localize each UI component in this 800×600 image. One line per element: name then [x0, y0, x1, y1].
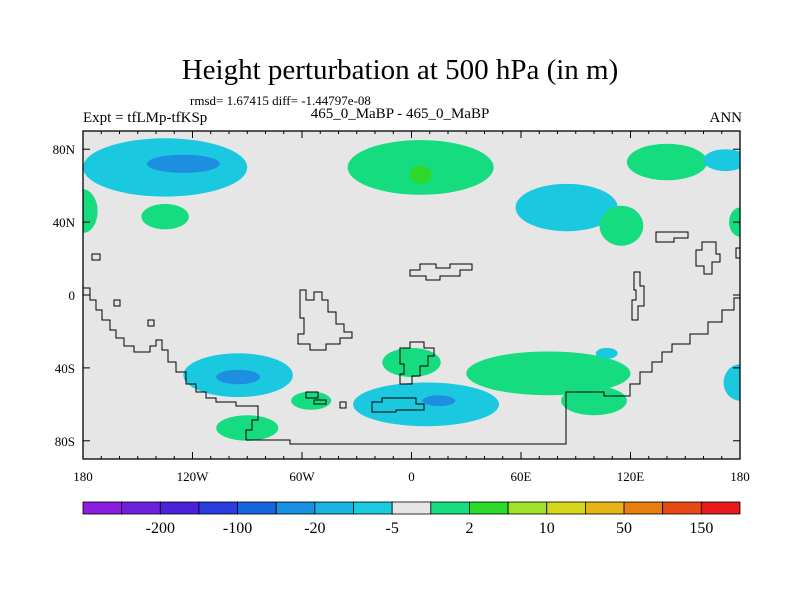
- coastline-south-america: [83, 287, 259, 440]
- y-tick-label-0: 80N: [53, 142, 76, 157]
- y-tick-label-4: 80S: [55, 434, 75, 449]
- coastline-north-island: [409, 263, 473, 281]
- colorbar-swatch-2: [159, 501, 200, 515]
- season-label: ANN: [709, 110, 743, 126]
- coastline-small-6: [147, 319, 155, 327]
- colorbar-swatch-0: [82, 501, 123, 515]
- region-neg-south-pacific-core: [216, 369, 261, 385]
- x-tick-label-2: 60W: [289, 469, 315, 484]
- coastlines: [83, 231, 740, 445]
- y-tick-label-3: 40S: [55, 361, 75, 376]
- coastline-small-1: [305, 391, 319, 399]
- region-pos-south-atlantic-west: [291, 391, 332, 410]
- region-neg-south-atlantic: [353, 382, 500, 427]
- contour-regions: [83, 138, 740, 441]
- colorbar-swatch-9: [430, 501, 470, 515]
- experiment-label: Expt = tfLMp-tfKSp: [83, 110, 208, 126]
- x-tick-label-0: 180: [73, 469, 93, 484]
- coastline-west-block: [297, 289, 353, 351]
- colorbar-swatch-3: [198, 501, 238, 515]
- region-neg-eurasia: [515, 183, 618, 232]
- colorbar-label-0: -200: [146, 520, 175, 537]
- x-tick-label-6: 180: [730, 469, 750, 484]
- colorbar-label-6: 50: [616, 520, 632, 537]
- region-pos-eurasia-east: [599, 205, 644, 246]
- region-neg-east-arctic: [703, 149, 740, 172]
- colorbar-swatch-12: [546, 501, 586, 515]
- colorbar-swatch-13: [585, 501, 625, 515]
- colorbar-swatch-8: [391, 501, 432, 515]
- coastline-small-2: [313, 399, 327, 405]
- coastline-east-box: [655, 231, 689, 243]
- colorbar-swatch-5: [275, 501, 316, 515]
- colorbar-swatch-16: [700, 501, 741, 515]
- colorbar-label-2: -20: [304, 520, 325, 537]
- region-neg-south-indian-small: [595, 347, 618, 359]
- coastline-antarctica: [246, 297, 740, 445]
- coastline-small-3: [339, 401, 347, 409]
- colorbar-label-5: 10: [539, 520, 555, 537]
- colorbar-swatch-15: [662, 501, 702, 515]
- colorbar-label-7: 150: [689, 520, 713, 537]
- y-tick-label-1: 40N: [53, 215, 76, 230]
- colorbar-swatch-4: [237, 501, 277, 515]
- coastline-east-strip: [631, 271, 645, 321]
- x-tick-label-3: 0: [408, 469, 415, 484]
- chart-title: Height perturbation at 500 hPa (in m): [181, 54, 619, 86]
- coastline-small-5: [113, 299, 121, 307]
- region-pos-east-siberia: [626, 143, 708, 181]
- region-neg-north-pacific-core: [146, 154, 220, 173]
- coastline-small-4: [91, 253, 101, 261]
- stats-text: rmsd= 1.67415 diff= -1.44797e-08: [190, 93, 371, 108]
- x-tick-label-4: 60E: [511, 469, 532, 484]
- colorbar-swatch-14: [623, 501, 664, 515]
- colorbar-swatch-6: [314, 501, 354, 515]
- region-neg-far-east-south: [723, 364, 740, 401]
- region-pos-north-atlantic-core: [409, 165, 432, 184]
- colorbar-label-1: -100: [223, 520, 252, 537]
- colorbar-swatch-11: [507, 501, 548, 515]
- region-neg-south-atlantic-core: [422, 395, 456, 407]
- coastline-south-island: [371, 397, 425, 413]
- colorbar-swatch-7: [353, 501, 393, 515]
- region-pos-north-pacific-east: [141, 203, 189, 230]
- center-subtitle: 465_0_MaBP - 465_0_MaBP: [310, 106, 490, 122]
- colorbar-swatch-1: [121, 501, 161, 515]
- region-pos-south-atlantic: [382, 347, 441, 377]
- colorbar: -200 -100 -20 -5 2 10 50 150: [82, 501, 741, 537]
- colorbar-swatch-10: [469, 501, 509, 515]
- coastline-africa: [399, 341, 435, 385]
- region-pos-south-pacific-south: [216, 415, 279, 441]
- region-pos-south-indian-east: [561, 386, 627, 416]
- x-tick-label-5: 120E: [617, 469, 645, 484]
- coastline-far-east: [735, 247, 740, 259]
- map-axes: 180 120W 60W 0 60E 120E 180 80N 40N 0 40S 80S: [53, 131, 750, 484]
- colorbar-label-3: -5: [386, 520, 399, 537]
- y-tick-label-2: 0: [69, 288, 76, 303]
- region-pos-south-indian: [466, 351, 631, 396]
- colorbar-label-4: 2: [465, 520, 473, 537]
- x-tick-label-1: 120W: [177, 469, 210, 484]
- coastline-east-edge: [695, 241, 721, 275]
